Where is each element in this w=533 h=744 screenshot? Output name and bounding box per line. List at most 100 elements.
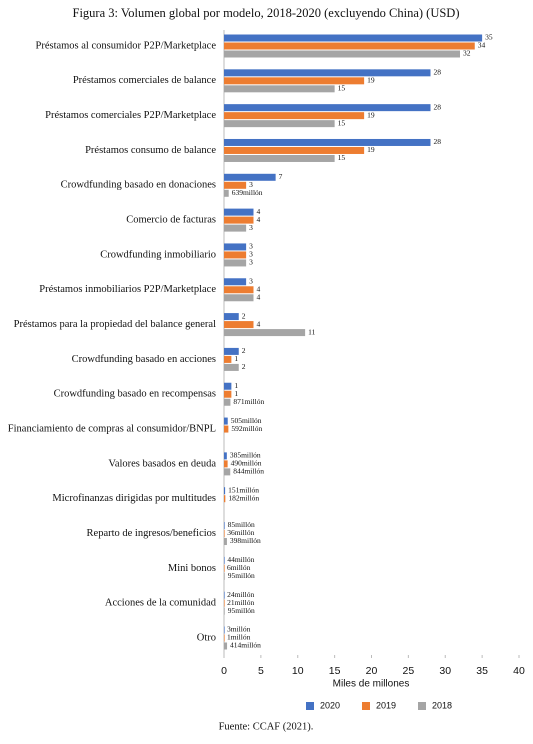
value-label: 95millón bbox=[228, 606, 255, 615]
value-label: 15 bbox=[338, 84, 346, 93]
legend-label: 2019 bbox=[376, 700, 396, 710]
value-label: 6millón bbox=[227, 563, 251, 572]
bar bbox=[224, 34, 483, 42]
legend-label: 2018 bbox=[432, 700, 452, 710]
bar bbox=[224, 313, 239, 321]
bar bbox=[224, 556, 225, 564]
value-label: 1millón bbox=[227, 633, 251, 642]
bar bbox=[224, 642, 228, 650]
bar bbox=[224, 138, 431, 146]
value-label: 3millón bbox=[227, 625, 251, 634]
value-label: 3 bbox=[249, 180, 253, 189]
bar bbox=[224, 460, 228, 468]
value-label: 505millón bbox=[231, 416, 262, 425]
bar bbox=[224, 104, 431, 112]
bar bbox=[224, 294, 254, 302]
value-label: 19 bbox=[367, 110, 375, 119]
value-label: 4 bbox=[257, 215, 261, 224]
category-label: Préstamos comerciales de balance bbox=[73, 75, 216, 86]
legend-swatch bbox=[362, 702, 370, 710]
value-label: 3 bbox=[249, 258, 253, 267]
bar bbox=[224, 329, 306, 337]
x-axis-label: Miles de millones bbox=[333, 679, 410, 690]
value-label: 28 bbox=[434, 102, 442, 111]
bar bbox=[224, 216, 254, 224]
value-label: 32 bbox=[463, 49, 471, 58]
bar bbox=[224, 599, 225, 607]
x-tick-label: 40 bbox=[513, 665, 525, 677]
category-label: Préstamos consumo de balance bbox=[85, 145, 216, 156]
value-label: 7 bbox=[279, 172, 283, 181]
x-tick-label: 15 bbox=[329, 665, 341, 677]
value-label: 15 bbox=[338, 118, 346, 127]
bar bbox=[224, 382, 232, 390]
bar bbox=[224, 224, 247, 232]
legend-swatch bbox=[418, 702, 426, 710]
bar bbox=[224, 181, 247, 189]
value-label: 95millón bbox=[228, 571, 255, 580]
bar bbox=[224, 468, 231, 476]
bar bbox=[224, 243, 247, 251]
bar bbox=[224, 112, 365, 120]
category-label: Préstamos para la propiedad del balance … bbox=[14, 319, 216, 330]
category-label: Comercio de facturas bbox=[126, 215, 216, 226]
bar bbox=[224, 495, 226, 503]
value-label: 85millón bbox=[228, 520, 255, 529]
value-label: 36millón bbox=[227, 528, 254, 537]
x-tick-label: 35 bbox=[476, 665, 488, 677]
value-label: 592millón bbox=[231, 424, 262, 433]
value-label: 35 bbox=[485, 33, 493, 42]
bar bbox=[224, 572, 225, 580]
category-label: Reparto de ingresos/beneficios bbox=[87, 528, 216, 539]
category-label: Mini bonos bbox=[168, 563, 216, 574]
bar bbox=[224, 355, 232, 363]
x-tick-label: 30 bbox=[439, 665, 451, 677]
value-label: 3 bbox=[249, 242, 253, 251]
bar bbox=[224, 425, 229, 433]
bar bbox=[224, 85, 335, 93]
category-label: Crowdfunding basado en acciones bbox=[72, 354, 216, 365]
value-label: 1 bbox=[234, 381, 238, 390]
bar bbox=[224, 286, 254, 294]
bar bbox=[224, 189, 229, 197]
value-label: 4 bbox=[257, 284, 261, 293]
bar bbox=[224, 208, 254, 216]
bar bbox=[224, 487, 226, 495]
legend-label: 2020 bbox=[320, 700, 340, 710]
bar bbox=[224, 591, 225, 599]
value-label: 151millón bbox=[228, 485, 259, 494]
bar bbox=[224, 259, 247, 267]
bar bbox=[224, 321, 254, 329]
value-label: 2 bbox=[242, 346, 246, 355]
value-label: 3 bbox=[249, 276, 253, 285]
value-label: 182millón bbox=[228, 493, 259, 502]
category-label: Préstamos inmobiliarios P2P/Marketplace bbox=[39, 284, 216, 295]
bar bbox=[224, 278, 247, 286]
value-label: 4 bbox=[257, 292, 261, 301]
legend-swatch bbox=[306, 702, 314, 710]
bar bbox=[224, 173, 276, 181]
value-label: 2 bbox=[242, 362, 246, 371]
value-label: 34 bbox=[478, 41, 486, 50]
value-label: 844millón bbox=[233, 467, 264, 476]
value-label: 398millón bbox=[230, 536, 261, 545]
value-label: 19 bbox=[367, 76, 375, 85]
bar bbox=[224, 452, 227, 460]
bar bbox=[224, 626, 225, 634]
category-label: Acciones de la comunidad bbox=[105, 598, 217, 609]
bar bbox=[224, 398, 231, 406]
value-label: 21millón bbox=[227, 598, 254, 607]
category-label: Otro bbox=[197, 632, 216, 643]
value-label: 414millón bbox=[230, 641, 261, 650]
bar bbox=[224, 77, 365, 85]
x-tick-label: 25 bbox=[403, 665, 415, 677]
bar bbox=[224, 390, 232, 398]
value-label: 385millón bbox=[230, 451, 261, 460]
bar bbox=[224, 417, 228, 425]
x-tick-label: 0 bbox=[221, 665, 227, 677]
bar bbox=[224, 363, 239, 371]
value-label: 28 bbox=[434, 137, 442, 146]
bar bbox=[224, 154, 335, 162]
bar bbox=[224, 42, 475, 50]
